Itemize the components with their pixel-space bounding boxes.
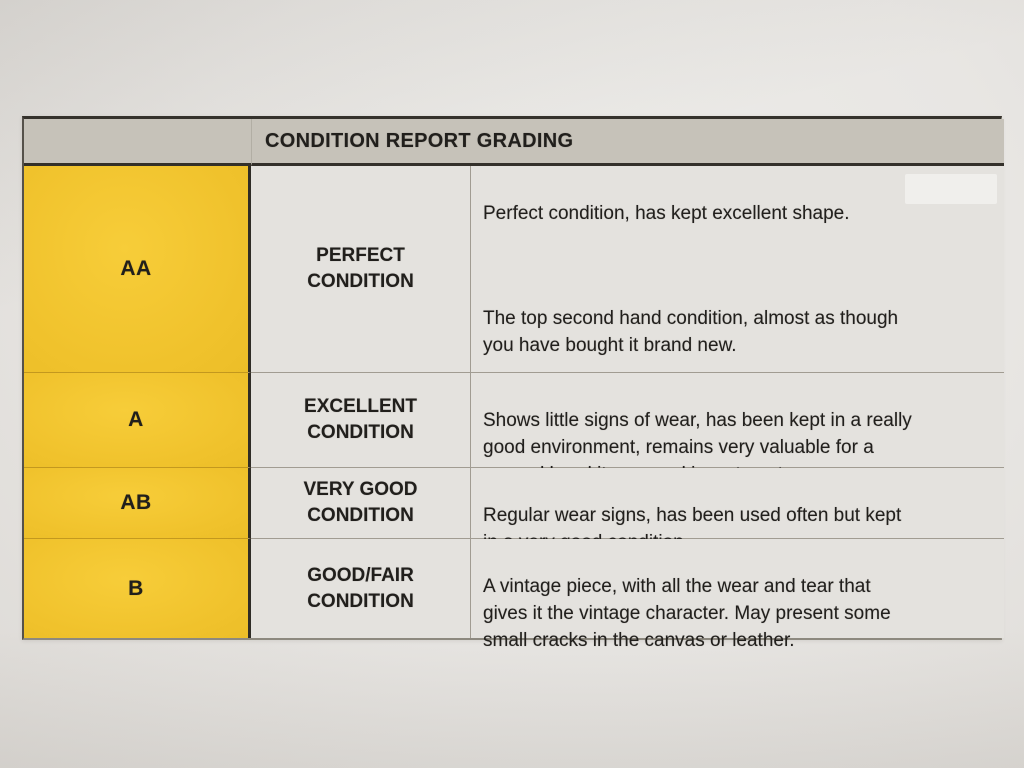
description-paragraph: A vintage piece, with all the wear and t… — [483, 576, 891, 651]
grade-cell-ab: AB — [24, 468, 251, 539]
table-title: CONDITION REPORT GRADING — [251, 119, 1004, 166]
description-cell-b: A vintage piece, with all the wear and t… — [470, 539, 1004, 651]
description-paragraph: Perfect condition, has kept excellent sh… — [483, 203, 850, 224]
description-paragraph: The top second hand condition, almost as… — [483, 308, 899, 356]
grade-cell-aa: AA — [24, 166, 251, 373]
description-cell-aa: Perfect condition, has kept excellent sh… — [470, 166, 1004, 438]
grade-cell-a: A — [24, 373, 251, 468]
header-blank-cell — [24, 119, 251, 166]
description-cell-a: Shows little signs of wear, has been kep… — [470, 373, 1004, 485]
condition-cell-excellent: EXCELLENT CONDITION — [251, 373, 470, 468]
condition-cell-perfect: PERFECT CONDITION — [251, 166, 470, 373]
condition-cell-good-fair: GOOD/FAIR CONDITION — [251, 539, 470, 638]
grade-cell-b: B — [24, 539, 251, 638]
condition-cell-very-good: VERY GOOD CONDITION — [251, 468, 470, 539]
condition-grading-table: CONDITION REPORT GRADING AA PERFECT COND… — [22, 116, 1004, 651]
description-cell-ab: Regular wear signs, has been used often … — [470, 468, 1004, 553]
